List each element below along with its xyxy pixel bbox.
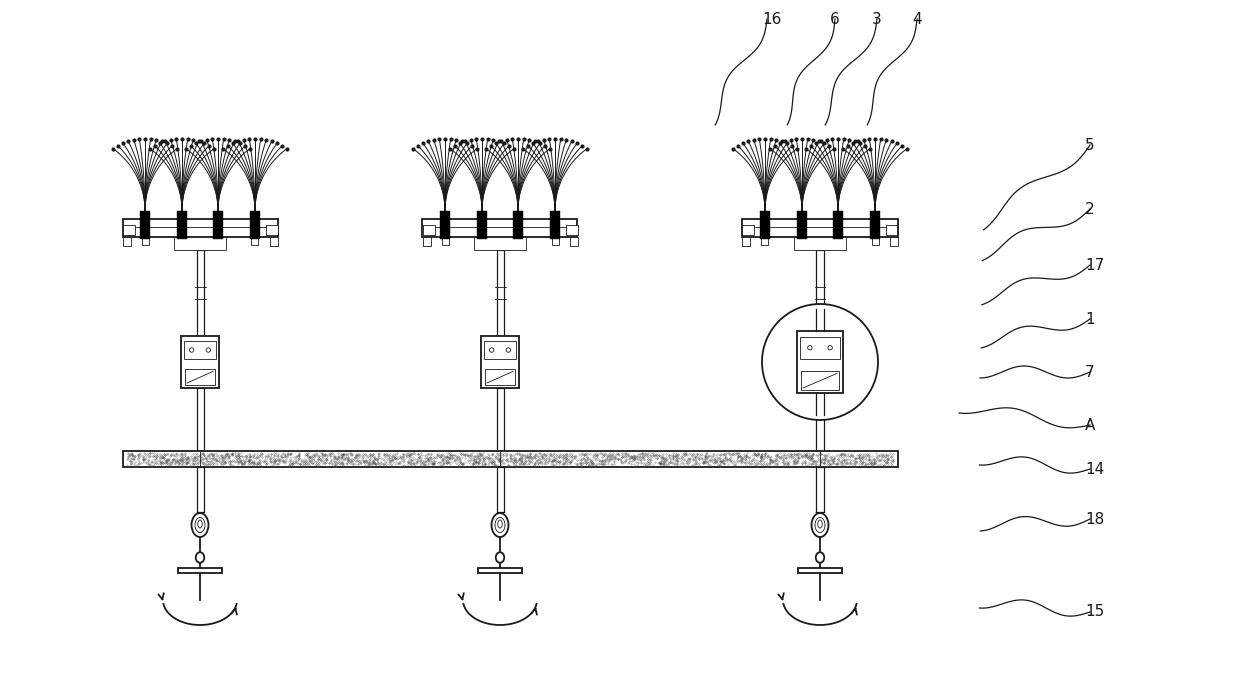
Bar bbox=[872, 237, 878, 245]
Bar bbox=[565, 225, 578, 235]
Circle shape bbox=[826, 348, 831, 352]
Ellipse shape bbox=[491, 513, 508, 537]
Ellipse shape bbox=[495, 517, 505, 533]
Bar bbox=[177, 211, 187, 239]
Ellipse shape bbox=[195, 517, 205, 533]
Bar bbox=[474, 237, 526, 250]
Circle shape bbox=[763, 304, 878, 420]
Bar bbox=[423, 225, 434, 235]
Bar bbox=[551, 211, 560, 239]
Ellipse shape bbox=[191, 513, 208, 537]
Bar bbox=[141, 237, 149, 245]
Text: 5: 5 bbox=[1085, 137, 1095, 153]
Bar bbox=[799, 237, 806, 245]
Bar bbox=[513, 211, 523, 239]
Bar bbox=[833, 211, 843, 239]
Bar bbox=[123, 225, 134, 235]
Bar bbox=[801, 336, 839, 388]
Circle shape bbox=[490, 348, 494, 352]
Ellipse shape bbox=[197, 520, 202, 528]
Bar bbox=[477, 567, 522, 572]
Bar bbox=[477, 211, 487, 239]
Text: A: A bbox=[1085, 418, 1095, 433]
Bar bbox=[569, 237, 578, 246]
Text: 3: 3 bbox=[872, 11, 882, 26]
Bar bbox=[801, 372, 839, 390]
Circle shape bbox=[506, 348, 511, 352]
Bar bbox=[423, 237, 430, 246]
Bar bbox=[123, 237, 130, 246]
Bar bbox=[870, 211, 880, 239]
Circle shape bbox=[206, 348, 211, 352]
Bar bbox=[485, 369, 515, 385]
Bar bbox=[179, 567, 222, 572]
Bar bbox=[835, 237, 842, 245]
Bar bbox=[552, 237, 558, 245]
Bar bbox=[174, 237, 226, 250]
Bar bbox=[185, 369, 215, 385]
Text: 14: 14 bbox=[1085, 461, 1105, 477]
Ellipse shape bbox=[816, 552, 825, 562]
Ellipse shape bbox=[496, 552, 505, 562]
Bar bbox=[479, 237, 486, 245]
Bar bbox=[252, 237, 258, 245]
Bar bbox=[140, 211, 150, 239]
Text: 7: 7 bbox=[1085, 365, 1095, 379]
Text: 15: 15 bbox=[1085, 604, 1105, 620]
Bar bbox=[181, 336, 219, 388]
Text: 1: 1 bbox=[1085, 312, 1095, 326]
Text: 18: 18 bbox=[1085, 512, 1105, 526]
Ellipse shape bbox=[815, 517, 825, 533]
Bar bbox=[184, 341, 216, 360]
Bar bbox=[800, 337, 839, 359]
Bar bbox=[440, 211, 450, 239]
Bar bbox=[250, 211, 260, 239]
Bar bbox=[484, 341, 516, 360]
Text: 6: 6 bbox=[830, 11, 839, 26]
Bar bbox=[423, 219, 578, 237]
Ellipse shape bbox=[497, 520, 502, 528]
Ellipse shape bbox=[817, 520, 822, 528]
Bar bbox=[269, 237, 278, 246]
Bar bbox=[481, 336, 520, 388]
Bar bbox=[213, 211, 223, 239]
Bar bbox=[179, 237, 186, 245]
Bar bbox=[515, 237, 522, 245]
Bar bbox=[761, 237, 769, 245]
Text: 4: 4 bbox=[911, 11, 921, 26]
Bar bbox=[889, 237, 898, 246]
Bar bbox=[797, 331, 843, 393]
Bar bbox=[215, 237, 222, 245]
Bar bbox=[441, 237, 449, 245]
Bar bbox=[804, 341, 836, 360]
Bar bbox=[794, 237, 846, 250]
Bar bbox=[743, 225, 754, 235]
Text: 16: 16 bbox=[763, 11, 781, 26]
Bar bbox=[805, 369, 835, 385]
Text: 2: 2 bbox=[1085, 201, 1095, 217]
Text: 17: 17 bbox=[1085, 257, 1105, 273]
Ellipse shape bbox=[811, 513, 828, 537]
Circle shape bbox=[810, 348, 813, 352]
Bar bbox=[123, 451, 898, 467]
Bar bbox=[799, 567, 842, 572]
Bar bbox=[123, 219, 278, 237]
Bar bbox=[743, 219, 898, 237]
Circle shape bbox=[828, 346, 832, 350]
Ellipse shape bbox=[196, 552, 205, 562]
Bar bbox=[760, 211, 770, 239]
Bar bbox=[743, 237, 750, 246]
Circle shape bbox=[190, 348, 193, 352]
Bar bbox=[265, 225, 278, 235]
Circle shape bbox=[807, 346, 812, 350]
Bar bbox=[885, 225, 898, 235]
Bar bbox=[797, 211, 807, 239]
